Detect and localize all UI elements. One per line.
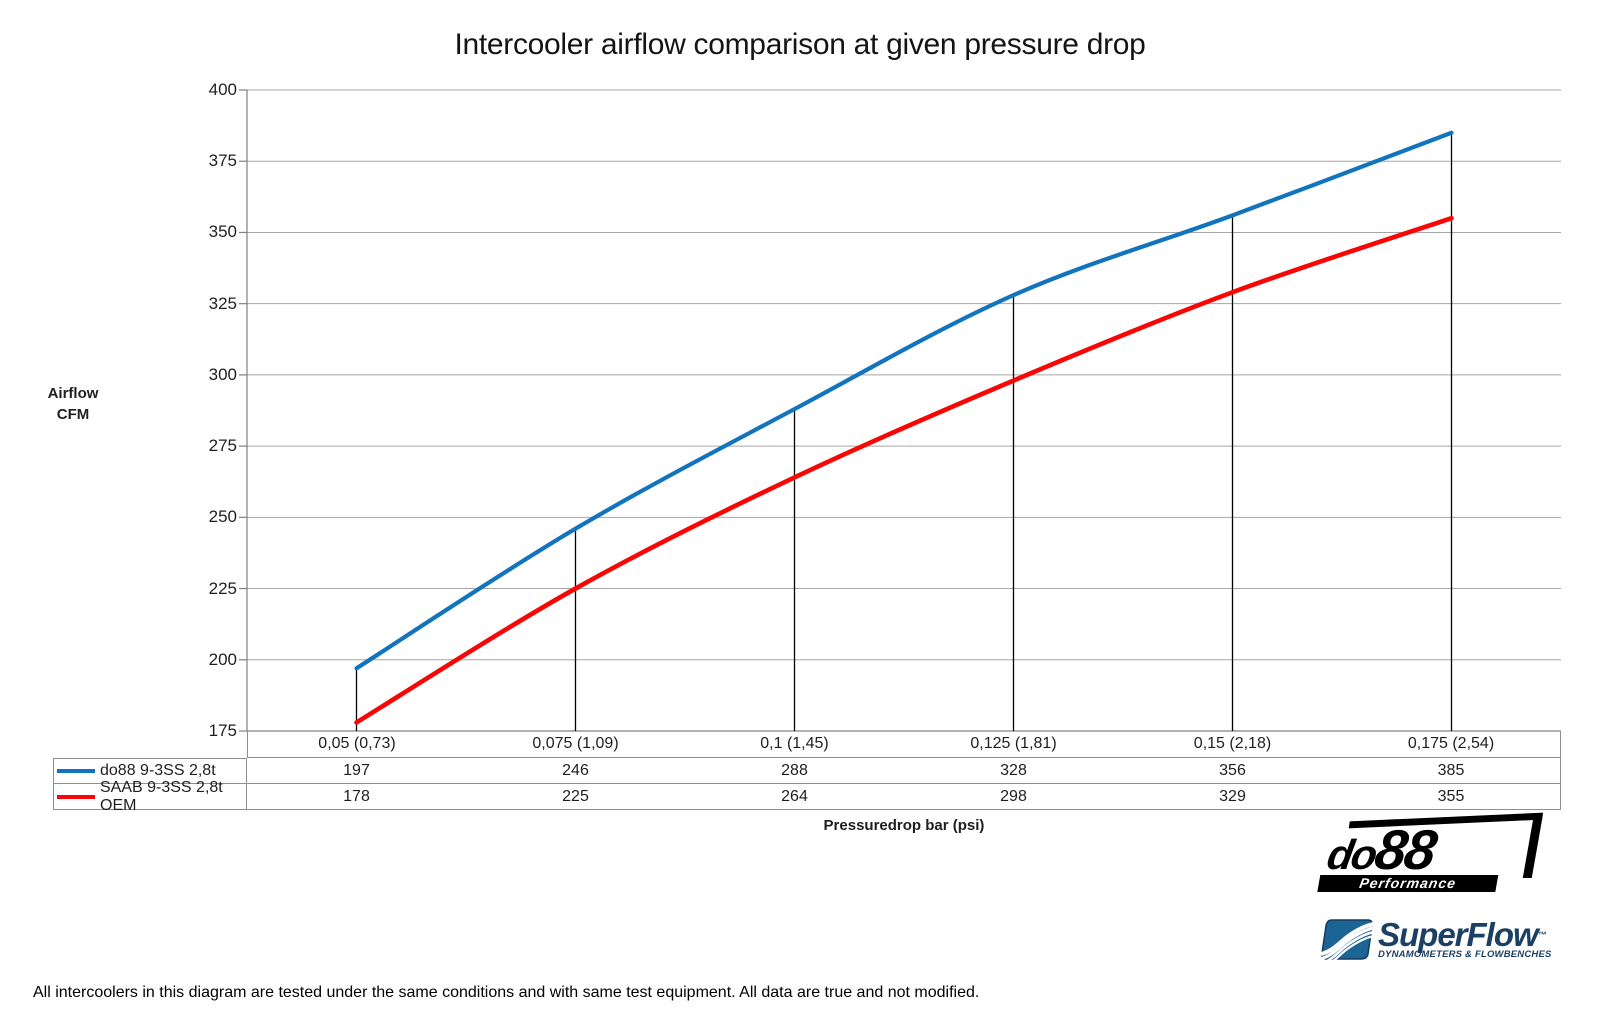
- y-tick-label-250: 250: [208, 507, 237, 527]
- x-category-label-2: 0,1 (1,45): [685, 731, 904, 758]
- y-axis-title: Airflow CFM: [40, 383, 106, 425]
- y-axis-title-line2: CFM: [56, 406, 90, 423]
- table-value-0-5: 385: [1342, 758, 1561, 784]
- superflow-logo: SuperFlow™ DYNAMOMETERS & FLOWBENCHES: [1318, 918, 1558, 976]
- superflow-name: SuperFlow: [1378, 916, 1539, 953]
- footer-note: All intercoolers in this diagram are tes…: [33, 984, 980, 1001]
- y-tick-label-200: 200: [208, 649, 237, 669]
- y-tick-label-350: 350: [208, 222, 237, 242]
- table-value-0-1: 246: [466, 758, 685, 784]
- table-value-0-2: 288: [685, 758, 904, 784]
- do88-wordmark: do88: [1324, 818, 1440, 881]
- legend-cell-1: SAAB 9-3SS 2,8t OEM: [53, 779, 247, 814]
- table-value-0-0: 197: [247, 758, 466, 784]
- superflow-wordmark: SuperFlow™: [1378, 918, 1552, 952]
- trademark-symbol: ™: [1537, 930, 1547, 940]
- do88-wordmark-88: 88: [1370, 818, 1440, 881]
- table-value-1-1: 225: [466, 784, 685, 810]
- table-value-1-2: 264: [685, 784, 904, 810]
- data-table: 0,05 (0,73) 0,075 (1,09) 0,1 (1,45) 0,125 (…: [53, 731, 1561, 814]
- y-axis-title-line1: Airflow: [47, 385, 99, 402]
- x-category-label-5: 0,175 (2,54): [1342, 731, 1561, 758]
- x-category-label-3: 0,125 (1,81): [904, 731, 1123, 758]
- legend-line-swatch: [57, 769, 95, 773]
- y-tick-label-300: 300: [208, 364, 237, 384]
- y-tick-label-275: 275: [208, 436, 237, 456]
- x-category-label-1: 0,075 (1,09): [466, 731, 685, 758]
- table-corner-spacer: [53, 731, 247, 758]
- y-tick-label-325: 325: [208, 293, 237, 313]
- table-value-0-4: 356: [1123, 758, 1342, 784]
- y-tick-label-400: 400: [208, 80, 237, 99]
- x-category-label-4: 0,15 (2,18): [1123, 731, 1342, 758]
- y-tick-label-375: 375: [208, 151, 237, 171]
- superflow-waves-icon: [1318, 919, 1374, 970]
- chart-title: Intercooler airflow comparison at given …: [454, 28, 1146, 61]
- table-value-1-3: 298: [904, 784, 1123, 810]
- legend-series-name: do88 9-3SS 2,8t: [100, 762, 216, 779]
- legend-cell-0: do88 9-3SS 2,8t: [53, 758, 247, 784]
- x-axis-title: Pressuredrop bar (psi): [823, 817, 985, 834]
- superflow-text-block: SuperFlow™ DYNAMOMETERS & FLOWBENCHES: [1378, 918, 1552, 961]
- series-line-do88-9-3ss-2-8t: [354, 130, 1454, 671]
- do88-performance-label: Performance: [1317, 875, 1499, 892]
- x-category-label-0: 0,05 (0,73): [247, 731, 466, 758]
- table-value-0-3: 328: [904, 758, 1123, 784]
- y-tick-label-175: 175: [208, 721, 237, 740]
- table-value-1-4: 329: [1123, 784, 1342, 810]
- legend-series-name: SAAB 9-3SS 2,8t OEM: [100, 778, 223, 814]
- do88-logo: do88 Performance: [1317, 812, 1544, 894]
- table-value-1-5: 355: [1342, 784, 1561, 810]
- y-tick-label-225: 225: [208, 578, 237, 598]
- table-value-1-0: 178: [247, 784, 466, 810]
- superflow-subtext: DYNAMOMETERS & FLOWBENCHES: [1378, 949, 1552, 960]
- series-line-saab-9-3ss-2-8t-oem: [354, 215, 1454, 725]
- legend-line-swatch: [57, 794, 95, 799]
